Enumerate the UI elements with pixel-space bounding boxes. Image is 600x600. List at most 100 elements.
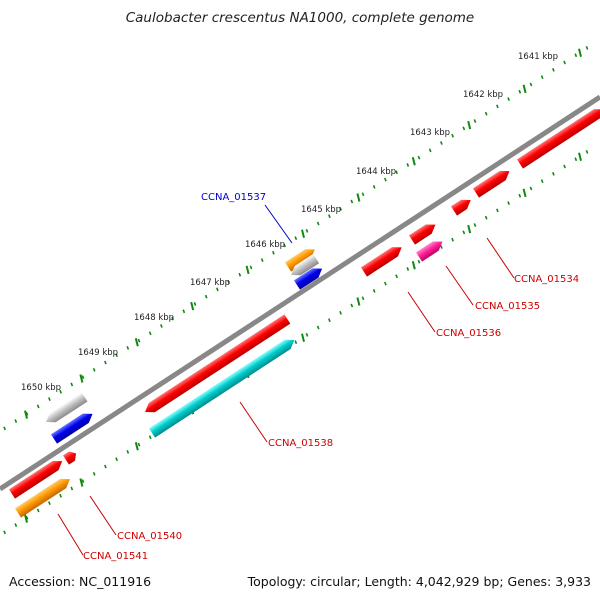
gene-label-ccna-01540[interactable]: CCNA_01540 [117, 531, 182, 542]
minor-tick [137, 442, 141, 447]
minor-tick [462, 126, 466, 131]
minor-tick [361, 296, 365, 301]
gene-label-ccna-01536[interactable]: CCNA_01536 [436, 328, 501, 339]
major-tick [134, 442, 139, 451]
accession-text: Accession: NC_011916 [9, 574, 152, 589]
minor-tick [350, 199, 354, 204]
minor-tick [25, 515, 29, 520]
major-tick [134, 338, 139, 347]
gene-ccna-01535[interactable] [415, 237, 445, 262]
minor-tick [574, 53, 578, 58]
gene-ccna-01536[interactable] [360, 243, 405, 277]
tick-label: 1649 kbp [78, 348, 118, 358]
minor-tick [160, 324, 163, 328]
minor-tick [104, 464, 107, 469]
gene-ccna-01534-b[interactable] [472, 167, 513, 198]
major-tick [411, 261, 416, 270]
minor-tick [417, 155, 421, 160]
minor-tick [14, 523, 18, 527]
tick-label: 1647 kbp [190, 278, 230, 288]
callout-line-ccna-01540 [89, 495, 117, 536]
tick-label: 1648 kbp [134, 313, 174, 323]
minor-tick [92, 471, 96, 476]
minor-tick [126, 450, 130, 454]
gene-ccna-01534-a[interactable] [516, 105, 600, 169]
callout-line-ccna-01541 [57, 513, 84, 556]
gene-labels: CCNA_01534 CCNA_01535 CCNA_01536 CCNA_01… [83, 192, 579, 562]
minor-tick [305, 332, 309, 337]
minor-tick [48, 397, 51, 401]
minor-tick [249, 265, 253, 270]
gene-ccna-01537[interactable] [293, 264, 325, 290]
major-tick [24, 410, 28, 419]
minor-tick [115, 353, 118, 358]
minor-tick [540, 75, 544, 80]
minor-tick [137, 338, 141, 343]
callout-line-ccna-01536 [407, 291, 436, 333]
minor-tick [552, 67, 555, 72]
gene-ccna-01541[interactable] [14, 474, 73, 518]
gene-label-ccna-01538[interactable]: CCNA_01538 [268, 438, 333, 449]
minor-tick [507, 201, 510, 205]
gene-ccna-01537-gray[interactable] [288, 253, 320, 280]
minor-tick [48, 501, 51, 505]
minor-tick [3, 530, 6, 535]
minor-tick [316, 325, 320, 330]
outer-tick-track [3, 46, 589, 431]
minor-tick [417, 259, 421, 264]
gene-label-ccna-01535[interactable]: CCNA_01535 [475, 301, 540, 312]
gene-ccna-01540[interactable] [8, 457, 65, 499]
major-tick [190, 301, 195, 311]
minor-tick [451, 237, 454, 242]
major-tick [356, 193, 361, 202]
major-tick [467, 224, 472, 234]
gene-ccna-01534-c[interactable] [450, 195, 474, 216]
minor-tick [496, 208, 499, 213]
minor-tick [272, 250, 275, 255]
minor-tick [473, 119, 477, 123]
minor-tick [496, 104, 499, 109]
major-tick [578, 152, 582, 161]
major-tick [79, 478, 84, 487]
minor-tick [406, 267, 410, 271]
minor-tick [148, 331, 152, 336]
minor-tick [328, 214, 331, 219]
minor-tick [182, 309, 186, 314]
minor-tick [339, 310, 342, 315]
callout-line-ccna-01535 [445, 265, 474, 306]
minor-tick [25, 411, 29, 416]
minor-tick [238, 272, 242, 277]
minor-tick [70, 382, 74, 387]
minor-tick [372, 185, 376, 189]
callout-line-ccna-01534 [486, 237, 515, 279]
major-tick [522, 188, 527, 198]
gene-ccna-01537-orange[interactable] [284, 245, 318, 272]
gene-ccna-01539-blue[interactable] [50, 409, 96, 444]
gene-ccna-01540-tip[interactable] [62, 449, 79, 465]
minor-tick [350, 303, 354, 308]
major-tick [356, 297, 361, 306]
minor-tick [316, 221, 320, 226]
minor-tick [529, 82, 533, 87]
minor-tick [384, 177, 387, 182]
gene-label-ccna-01541[interactable]: CCNA_01541 [83, 551, 148, 562]
minor-tick [260, 258, 264, 262]
minor-tick [294, 236, 298, 241]
minor-tick [372, 289, 376, 293]
minor-tick [529, 186, 533, 191]
minor-tick [283, 243, 286, 248]
gene-ccna-01538-red[interactable] [142, 314, 291, 416]
minor-tick [563, 164, 566, 169]
gene-ccna-01538[interactable] [148, 335, 297, 438]
gene-label-ccna-01537[interactable]: CCNA_01537 [201, 192, 266, 203]
minor-tick [294, 340, 298, 345]
gene-label-ccna-01534[interactable]: CCNA_01534 [514, 274, 579, 285]
chromosome-backbone [0, 94, 600, 492]
gene-ccna-01539-gray[interactable] [43, 392, 88, 426]
major-tick [411, 157, 416, 166]
minor-tick [171, 316, 174, 321]
minor-tick [305, 228, 309, 233]
minor-tick [126, 346, 130, 350]
gene-ccna-01536-upper[interactable] [408, 220, 438, 245]
